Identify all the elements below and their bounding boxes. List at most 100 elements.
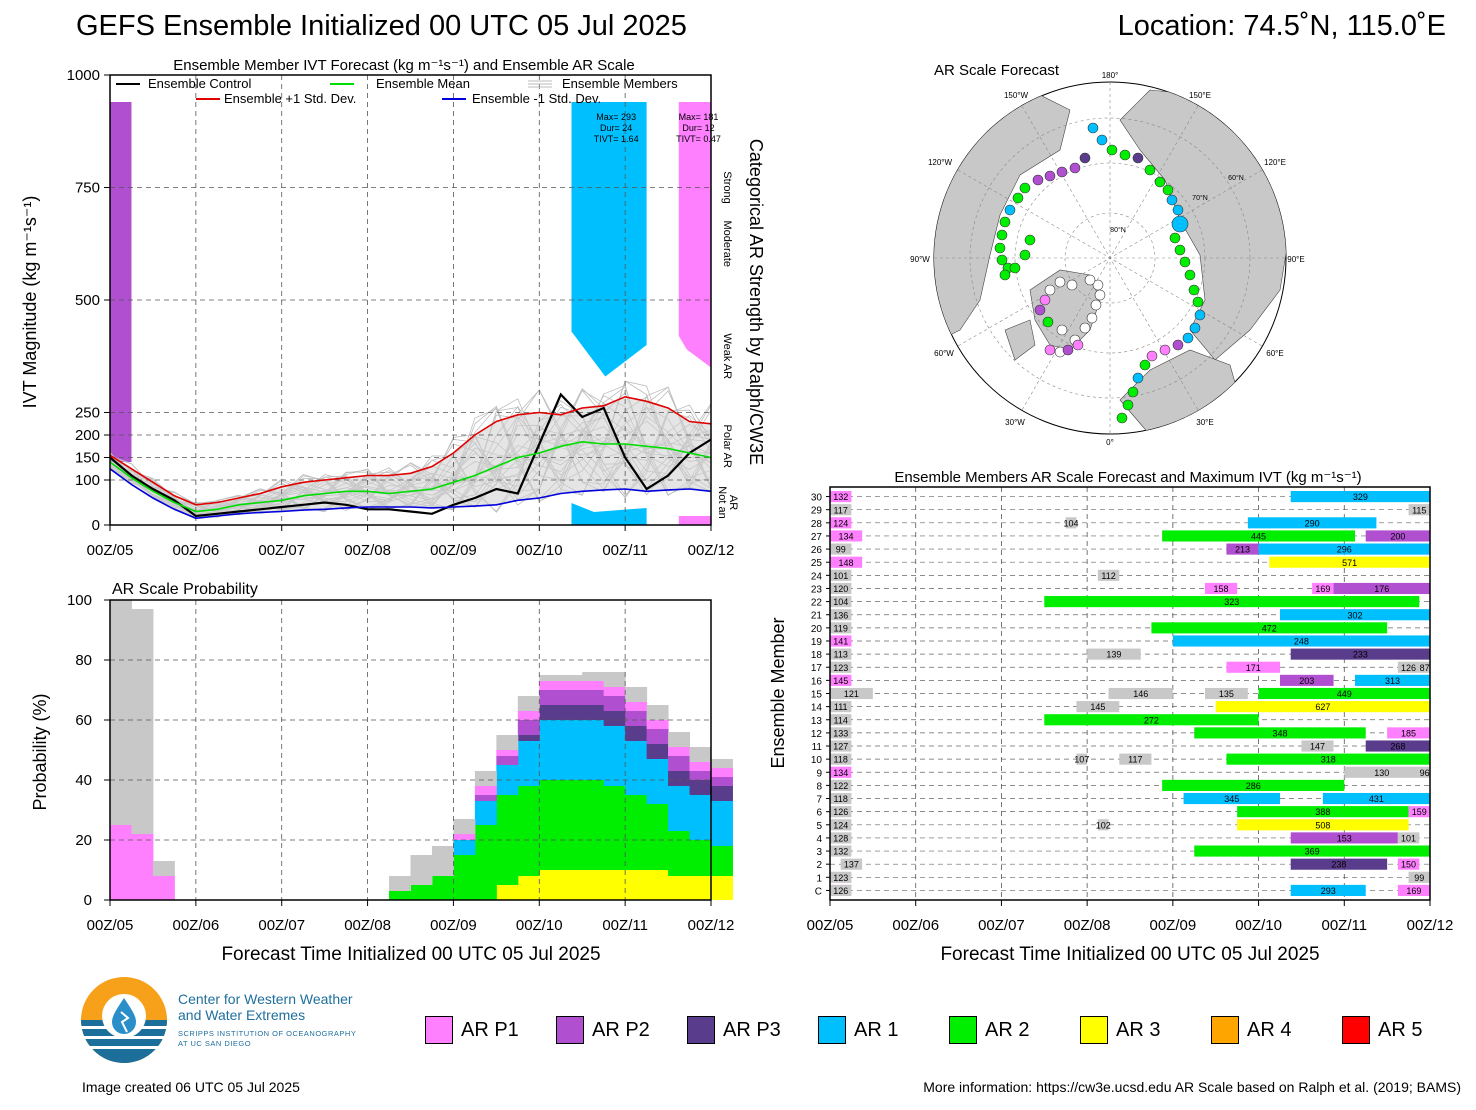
member-bar-label-18-55: 139 <box>1106 650 1121 660</box>
prob-cell-ar-2-21 <box>560 780 583 870</box>
ivt-panel-title: Ensemble Member IVT Forecast (kg m⁻¹s⁻¹)… <box>173 57 635 74</box>
prob-xtick-label-0: 00Z/05 <box>87 917 134 934</box>
member-bar-label-9-26: 130 <box>1374 768 1389 778</box>
map-marker-35 <box>1004 204 1016 216</box>
member-bar-16-47 <box>830 674 852 686</box>
prob-cell-ar-p2-28 <box>711 777 733 786</box>
member-bar-label-5-15: 102 <box>1096 820 1111 830</box>
legend-swatch <box>425 1016 453 1044</box>
prob-xtick-label-6: 00Z/11 <box>602 917 648 934</box>
map-marker-17 <box>1194 309 1206 321</box>
legend-label: AR 2 <box>985 1018 1030 1041</box>
legend-label: AR 4 <box>1247 1018 1292 1041</box>
prob-cell-ar-p1-0 <box>110 825 132 900</box>
member-bar-4-13 <box>1397 832 1420 844</box>
member-bar-20-60 <box>1151 622 1388 634</box>
map-lon-label-2: 120°E <box>1264 158 1286 167</box>
member-bar-12-37 <box>1387 727 1430 739</box>
member-bar-14-40 <box>830 701 852 713</box>
prob-cell-none-28 <box>711 759 733 768</box>
map-marker-48 <box>1034 304 1046 316</box>
member-bar-label-16-49: 313 <box>1385 676 1400 686</box>
prob-cell-ar-1-25 <box>646 759 669 804</box>
prob-cell-none-22 <box>582 672 605 681</box>
legend-label: AR 5 <box>1378 1018 1423 1041</box>
map-marker-59 <box>1044 344 1056 356</box>
ivt-xtick-label-2: 00Z/07 <box>258 542 305 559</box>
members-xtick-label-4: 00Z/09 <box>1150 917 1197 934</box>
map-marker-53 <box>1086 312 1098 324</box>
member-bar-label-10-31: 318 <box>1321 755 1336 765</box>
prob-cell-ar-p1-21 <box>560 681 583 690</box>
map-marker-58 <box>1066 279 1078 291</box>
legend-item-ar-2: AR 2 <box>949 1014 1029 1046</box>
member-bar-label-14-41: 145 <box>1090 702 1105 712</box>
member-bar-13-38 <box>830 714 852 726</box>
prob-cell-ar-p1-17 <box>474 786 497 795</box>
member-bar-13-39 <box>1044 714 1259 726</box>
prob-xtick-label-1: 00Z/06 <box>173 917 220 934</box>
member-bar-28-79 <box>830 517 852 529</box>
member-bar-4-11 <box>830 832 852 844</box>
member-bar-10-28 <box>830 753 852 765</box>
map-marker-32 <box>1032 174 1044 186</box>
member-bar-25-71 <box>830 556 863 568</box>
member-bar-15-45 <box>1205 687 1248 700</box>
members-ytick-label-19: 19 <box>811 637 823 648</box>
member-bar-30-84 <box>830 491 852 503</box>
ivt-series-ensemble-control <box>109 392 712 518</box>
member-bar-label-4-13: 101 <box>1401 833 1416 843</box>
members-xtick-label-7: 00Z/12 <box>1407 917 1454 934</box>
members-ytick-label-3: 3 <box>816 847 822 858</box>
prob-y-axis-label: Probability (%) <box>30 693 50 810</box>
ivt-series-ensemble-mean <box>109 440 712 513</box>
prob-cell-ar-3-26 <box>668 876 691 900</box>
member-bar-10-31 <box>1226 753 1430 765</box>
map-marker-46 <box>1044 284 1056 296</box>
member-bar-23-67 <box>1312 582 1334 595</box>
map-marker-23 <box>1139 359 1151 371</box>
member-bar-label-26-74: 213 <box>1235 545 1250 555</box>
member-bar-label-9-27: 96 <box>1420 768 1430 778</box>
member-bar-label-2-8: 150 <box>1401 860 1416 870</box>
prob-x-axis-label: Forecast Time Initialized 00 UTC 05 Jul … <box>221 944 600 965</box>
prob-cell-ar-p2-23 <box>603 696 626 711</box>
prob-cell-ar-p3-23 <box>603 711 626 726</box>
member-bar-label-15-45: 135 <box>1219 689 1234 699</box>
prob-cell-none-21 <box>560 675 583 681</box>
map-marker-22 <box>1146 350 1158 362</box>
member-bar-6-19 <box>1408 806 1430 818</box>
member-bar-label-10-28: 118 <box>834 755 848 765</box>
legend-swatch <box>949 1016 977 1044</box>
map-marker-11 <box>1169 232 1181 244</box>
member-bar-label-27-78: 200 <box>1390 532 1405 542</box>
prob-cell-ar-p3-21 <box>560 705 583 720</box>
map-marker-7 <box>1162 184 1174 196</box>
prob-cell-none-15 <box>431 846 454 876</box>
legend-swatch <box>818 1016 846 1044</box>
member-bar-label-4-11: 128 <box>833 833 848 843</box>
legend-label: AR 1 <box>854 1018 899 1041</box>
prob-cell-ar-3-21 <box>560 870 583 900</box>
member-bar-label-17-53: 87 <box>1420 663 1430 673</box>
members-ytick-label-21: 21 <box>811 611 823 622</box>
legend-item-ar-3: AR 3 <box>1080 1014 1160 1046</box>
map-marker-9 <box>1172 204 1184 216</box>
members-xtick-label-5: 00Z/10 <box>1235 917 1282 934</box>
prob-cell-ar-3-24 <box>625 870 648 900</box>
legend-control: Ensemble Control <box>148 76 251 91</box>
member-bar-30-85 <box>1290 491 1430 503</box>
member-bar-1-4 <box>830 871 852 883</box>
map-marker-21 <box>1159 344 1171 356</box>
prob-cell-ar-p2-24 <box>625 711 648 726</box>
ivt-ytick-label-250: 250 <box>75 405 100 422</box>
legend-item-ar-p2: AR P2 <box>556 1014 650 1046</box>
legend-swatch <box>1080 1016 1108 1044</box>
legend-label: AR P1 <box>461 1018 519 1041</box>
member-bar-label-3-9: 132 <box>833 847 848 857</box>
map-marker-31 <box>1044 170 1056 182</box>
member-bar-label-15-43: 121 <box>844 689 859 699</box>
member-bar-26-74 <box>1226 543 1259 555</box>
prob-cell-ar-2-17 <box>474 825 497 900</box>
